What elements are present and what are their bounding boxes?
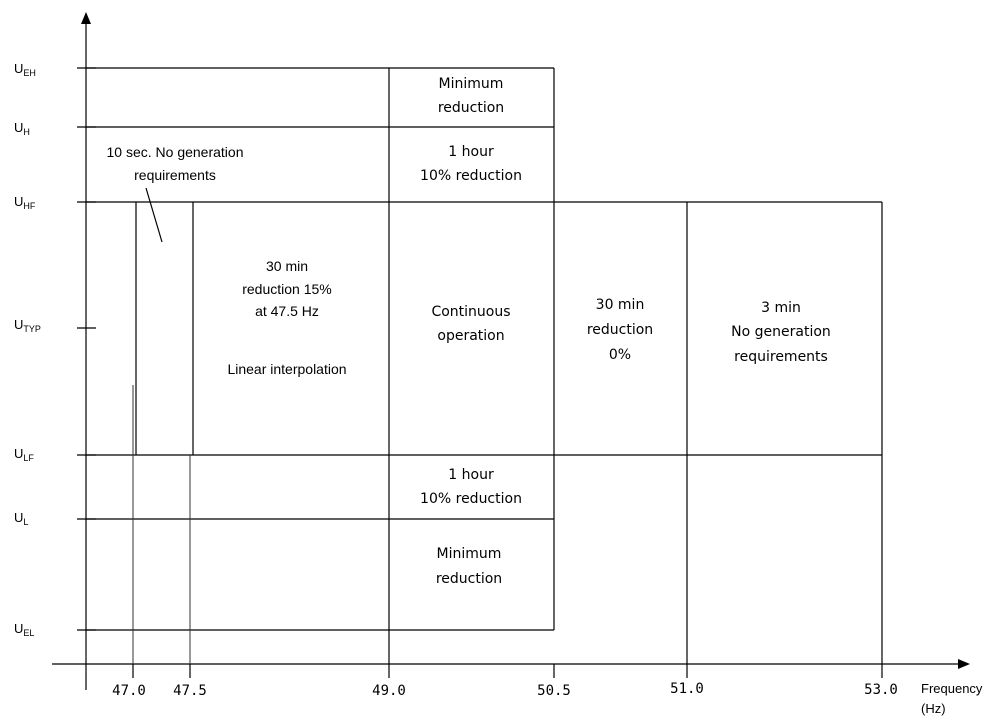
x-axis-unit: (Hz)	[921, 701, 946, 716]
svg-text:reduction: reduction	[438, 100, 504, 116]
x-tick-label: 47.0	[112, 683, 146, 699]
svg-text:requirements: requirements	[734, 349, 828, 365]
svg-text:30 min: 30 min	[596, 297, 645, 313]
x-axis-title: Frequency	[921, 681, 983, 696]
svg-text:reduction: reduction	[587, 322, 653, 338]
svg-text:requirements: requirements	[134, 167, 216, 183]
svg-text:operation: operation	[437, 328, 504, 344]
y-label-lf: ULF	[14, 446, 34, 463]
svg-text:reduction: reduction	[436, 571, 502, 587]
region-continuous: Continuous operation	[431, 304, 510, 344]
region-top-1hour: 1 hour 10% reduction	[420, 144, 522, 184]
y-label-typ: UTYP	[14, 317, 41, 334]
svg-text:Continuous: Continuous	[431, 304, 510, 320]
region-30min-high: 30 min reduction 0%	[587, 297, 653, 363]
svg-text:reduction 15%: reduction 15%	[242, 281, 332, 297]
y-label-hf: UHF	[14, 194, 36, 211]
svg-text:No generation: No generation	[731, 324, 831, 340]
region-10sec: 10 sec. No generation requirements	[107, 144, 244, 183]
svg-text:Linear interpolation: Linear interpolation	[227, 361, 346, 377]
y-label-eh: UEH	[14, 61, 36, 78]
x-tick-label: 49.0	[372, 683, 406, 699]
svg-text:Minimum: Minimum	[437, 546, 502, 562]
x-tick-label: 50.5	[537, 683, 571, 699]
y-label-l: UL	[14, 510, 28, 527]
y-axis-labels: UEH UH UHF UTYP ULF UL UEL	[14, 61, 41, 638]
svg-text:at 47.5 Hz: at 47.5 Hz	[255, 303, 319, 319]
region-3min: 3 min No generation requirements	[731, 300, 831, 365]
region-bottom-minimum: Minimum reduction	[436, 546, 502, 587]
x-axis-labels: 47.0 47.5 49.0 50.5 51.0 53.0 Frequency …	[112, 681, 983, 716]
x-ticks	[132, 664, 883, 678]
region-top-minimum: Minimum reduction	[438, 76, 504, 116]
x-tick-label: 53.0	[864, 682, 898, 698]
svg-text:1 hour: 1 hour	[448, 144, 494, 160]
y-label-el: UEL	[14, 621, 34, 638]
x-tick-label: 47.5	[173, 683, 207, 699]
svg-text:0%: 0%	[609, 347, 631, 363]
svg-text:30 min: 30 min	[266, 258, 308, 274]
region-30min-low: 30 min reduction 15% at 47.5 Hz Linear i…	[227, 258, 346, 377]
svg-text:3 min: 3 min	[761, 300, 801, 316]
svg-text:10% reduction: 10% reduction	[420, 168, 522, 184]
x-tick-label: 51.0	[670, 681, 704, 697]
svg-text:10% reduction: 10% reduction	[420, 491, 522, 507]
svg-text:10 sec. No generation: 10 sec. No generation	[107, 144, 244, 160]
region-bottom-1hour: 1 hour 10% reduction	[420, 467, 522, 507]
svg-text:Minimum: Minimum	[439, 76, 504, 92]
svg-text:1 hour: 1 hour	[448, 467, 494, 483]
level-lines	[86, 67, 882, 631]
y-label-h: UH	[14, 120, 30, 137]
region-boundaries	[132, 68, 883, 664]
